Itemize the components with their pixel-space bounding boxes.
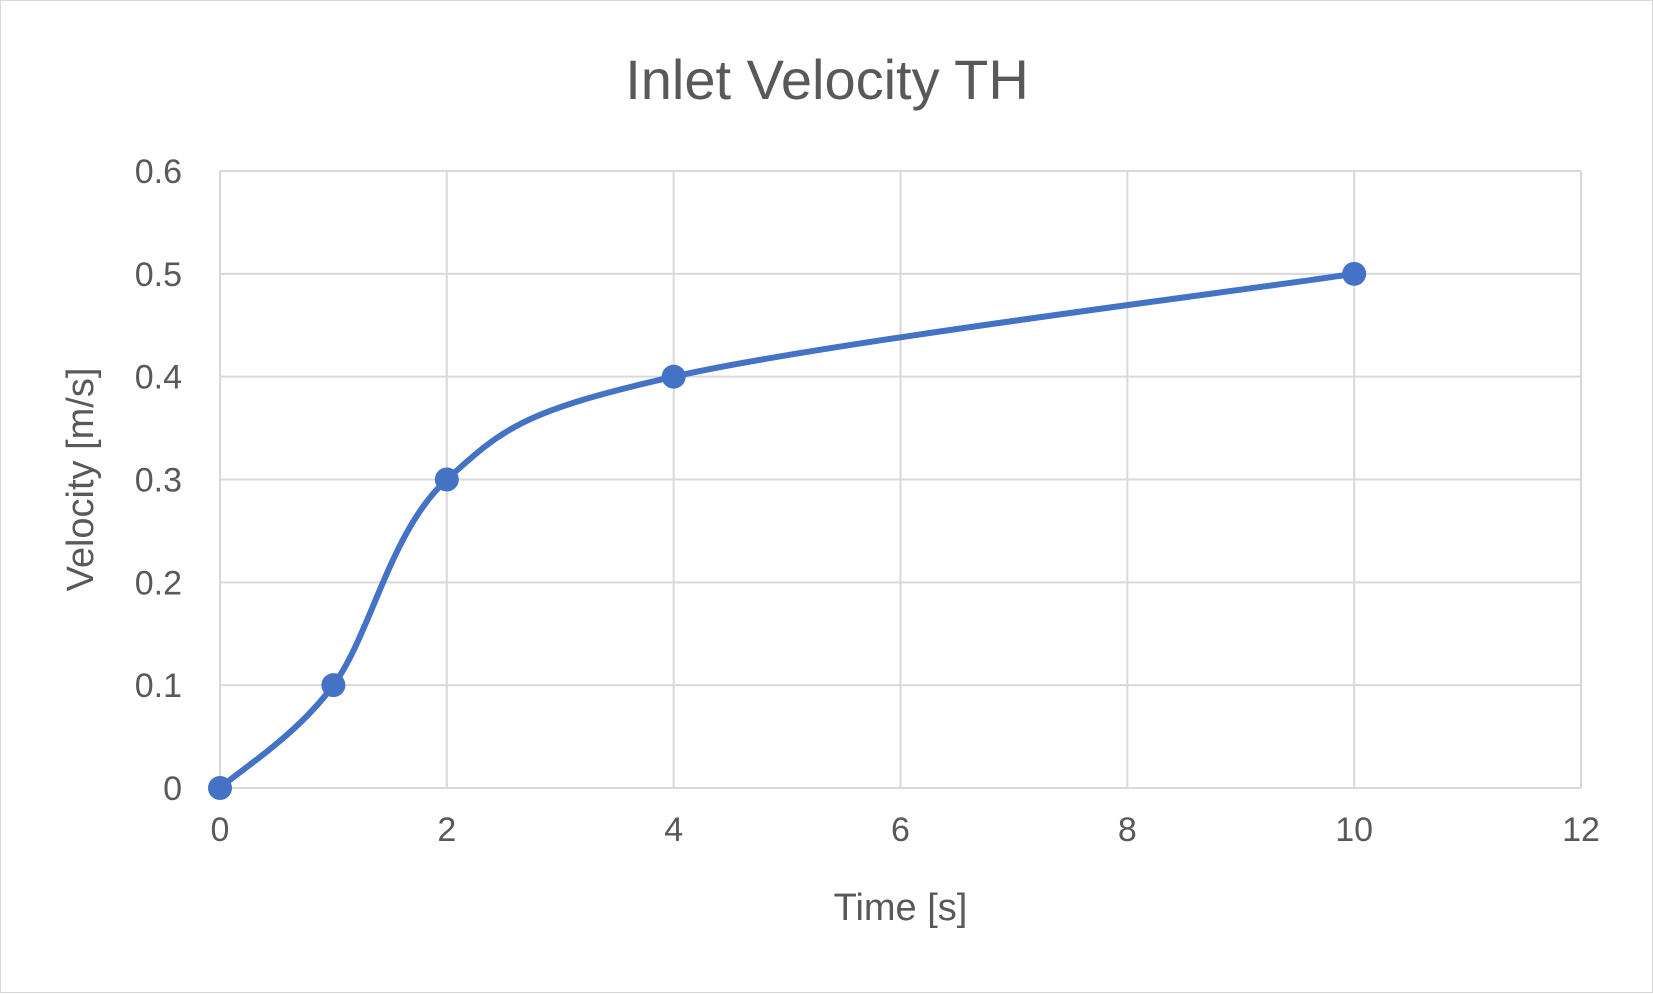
x-tick-labels: 0 2 4 6 8 10 12 xyxy=(211,811,1600,849)
data-point xyxy=(208,776,232,800)
data-point xyxy=(321,673,346,698)
series-group xyxy=(208,261,1367,800)
chart-title: Inlet Velocity TH xyxy=(625,48,1029,111)
y-tick-labels: 0 0.1 0.2 0.3 0.4 0.5 0.6 xyxy=(135,153,182,808)
gridlines xyxy=(219,170,1582,789)
x-axis-label: Time [s] xyxy=(834,887,968,929)
x-tick-label: 12 xyxy=(1562,811,1600,849)
series-line xyxy=(217,270,1358,791)
x-tick-label: 4 xyxy=(664,811,683,849)
y-tick-label: 0.3 xyxy=(135,462,182,500)
y-tick-label: 0.6 xyxy=(135,153,182,191)
y-tick-label: 0 xyxy=(163,770,182,808)
data-point xyxy=(434,467,459,492)
x-tick-label: 0 xyxy=(211,811,230,849)
y-tick-label: 0.4 xyxy=(135,359,182,397)
y-tick-label: 0.5 xyxy=(135,256,182,294)
x-tick-label: 8 xyxy=(1118,811,1137,849)
x-tick-label: 2 xyxy=(437,811,456,849)
x-tick-label: 6 xyxy=(891,811,910,849)
x-tick-label: 10 xyxy=(1335,811,1373,849)
data-point xyxy=(661,364,686,389)
data-point xyxy=(1342,261,1367,286)
y-tick-label: 0.2 xyxy=(135,564,182,602)
y-tick-label: 0.1 xyxy=(135,667,182,705)
y-axis-label: Velocity [m/s] xyxy=(60,368,102,592)
